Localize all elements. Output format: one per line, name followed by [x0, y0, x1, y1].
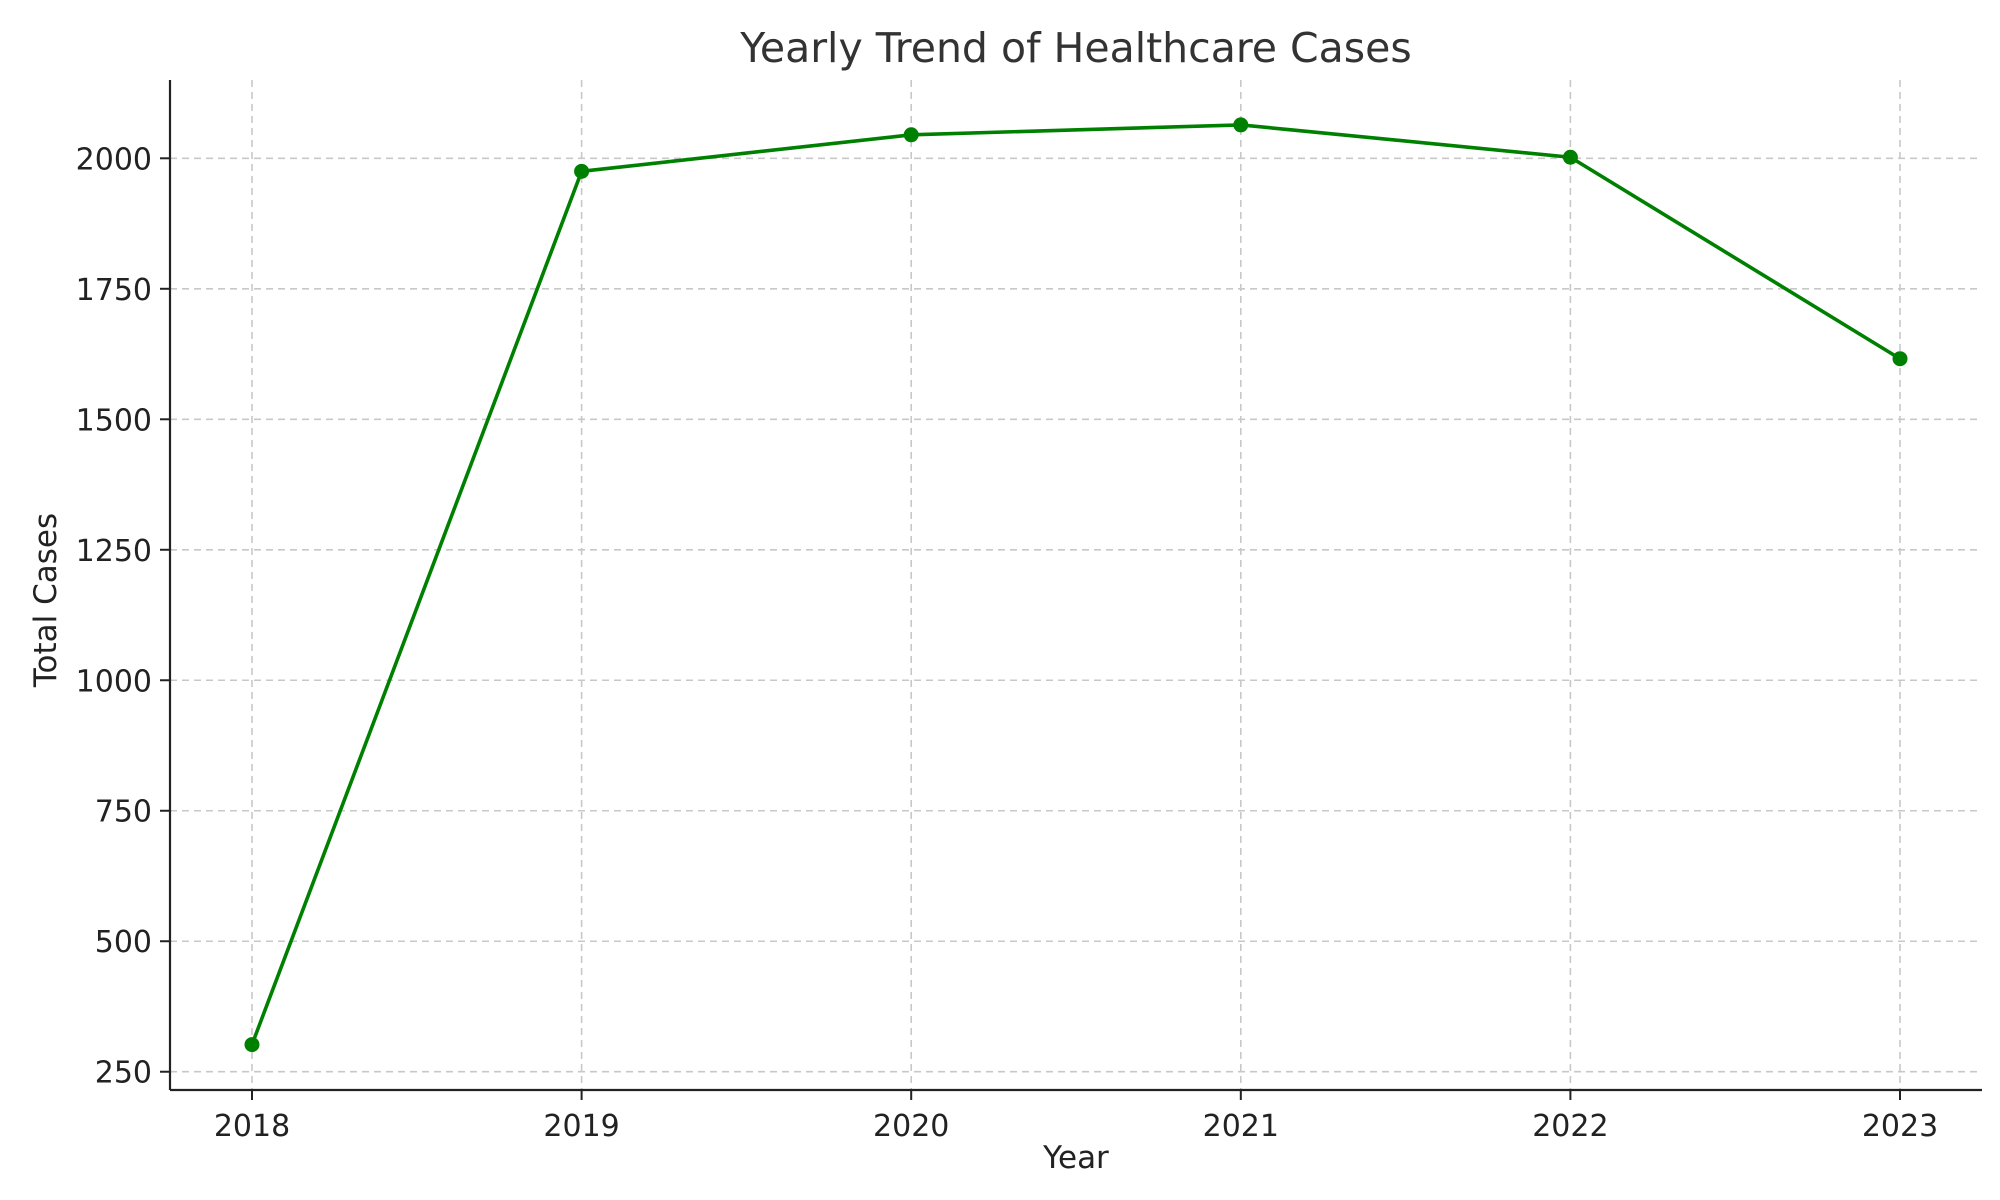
y-tick-label: 1250	[76, 534, 152, 569]
data-point-2020	[903, 127, 919, 143]
y-tick-label: 750	[95, 795, 152, 830]
y-tick-label: 1750	[76, 273, 152, 308]
x-tick-label: 2021	[1203, 1109, 1279, 1144]
y-tick-label: 1000	[76, 664, 152, 699]
series	[244, 117, 1908, 1053]
series-line	[250, 123, 1901, 1046]
data-point-2022	[1562, 149, 1578, 165]
y-tick-label: 250	[95, 1056, 152, 1091]
y-tick-label: 2000	[76, 142, 152, 177]
ticks: 250 500 750 1000 1250 1500 1750 2000 2018 2019 202…	[76, 142, 1939, 1144]
y-axis-label: Total Cases	[28, 513, 64, 688]
x-tick-label: 2023	[1862, 1109, 1938, 1144]
axes	[168, 80, 1982, 1092]
x-tick-label: 2022	[1532, 1109, 1608, 1144]
data-point-2019	[574, 163, 590, 179]
chart-title: Yearly Trend of Healthcare Cases	[739, 24, 1412, 72]
grid	[170, 80, 1982, 1090]
data-point-2021	[1233, 117, 1249, 133]
y-tick-label: 1500	[76, 403, 152, 438]
x-axis-label: Year	[1042, 1140, 1109, 1176]
y-tick-label: 500	[95, 925, 152, 960]
data-point-2023	[1892, 351, 1908, 367]
data-point-2018	[244, 1037, 260, 1053]
x-tick-label: 2018	[214, 1109, 290, 1144]
x-tick-label: 2020	[873, 1109, 949, 1144]
x-tick-label: 2019	[543, 1109, 619, 1144]
